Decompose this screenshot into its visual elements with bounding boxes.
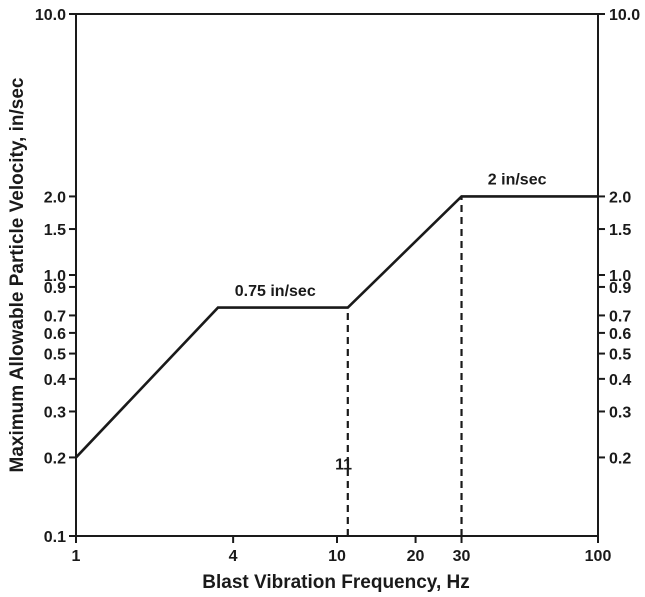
annotations: 0.75 in/sec 2 in/sec 11: [235, 172, 547, 474]
y-tick-label-right-3: 0.4: [609, 372, 631, 389]
y-tick-label-left-9: 1.5: [44, 222, 66, 239]
y-tick-label-left-3: 0.4: [44, 372, 66, 389]
y-tick-label-right-7: 0.9: [609, 280, 631, 297]
y-tick-label-right-4: 0.5: [609, 347, 631, 364]
y-tick-label-right-11: 10.0: [609, 7, 640, 24]
reference-lines: [346, 196, 463, 536]
axis-ticks: 1 4 10 20 30 100 0.1 0.2 0.2 0.3 0.3 0.4 0.4 0.5 0.5 0.…: [35, 7, 640, 565]
y-tick-label-left-7: 0.9: [44, 280, 66, 297]
x-axis-title: Blast Vibration Frequency, Hz: [202, 572, 469, 593]
y-tick-label-right-1: 0.2: [609, 450, 631, 467]
y-tick-label-right-9: 1.5: [609, 222, 631, 239]
annotation-0: 0.75 in/sec: [235, 283, 316, 300]
y-tick-label-right-10: 2.0: [609, 189, 631, 206]
x-tick-label-2: 10: [328, 548, 346, 565]
y-tick-label-left-4: 0.5: [44, 347, 66, 364]
annotation-1: 2 in/sec: [488, 172, 547, 189]
y-tick-label-left-1: 0.2: [44, 450, 66, 467]
x-tick-label-0: 1: [72, 548, 81, 565]
y-tick-label-left-5: 0.6: [44, 326, 66, 343]
x-tick-label-4: 30: [453, 548, 471, 565]
x-tick-label-1: 4: [229, 548, 238, 565]
y-tick-label-left-8: 1.0: [44, 268, 66, 285]
y-tick-label-right-8: 1.0: [609, 268, 631, 285]
y-tick-label-right-6: 0.7: [609, 308, 631, 325]
y-axis-title: Maximum Allowable Particle Velocity, in/…: [7, 77, 28, 472]
y-tick-label-left-0: 0.1: [44, 529, 66, 546]
x-tick-label-3: 20: [407, 548, 425, 565]
y-tick-label-right-2: 0.3: [609, 404, 631, 421]
y-tick-label-left-10: 2.0: [44, 189, 66, 206]
y-tick-label-left-2: 0.3: [44, 404, 66, 421]
annotation-2: 11: [335, 456, 352, 473]
y-tick-label-left-6: 0.7: [44, 308, 66, 325]
series-line-0: [75, 195, 598, 459]
y-tick-label-right-5: 0.6: [609, 326, 631, 343]
x-tick-label-5: 100: [585, 548, 612, 565]
series-group: [75, 195, 598, 459]
y-tick-label-left-11: 10.0: [35, 7, 66, 24]
